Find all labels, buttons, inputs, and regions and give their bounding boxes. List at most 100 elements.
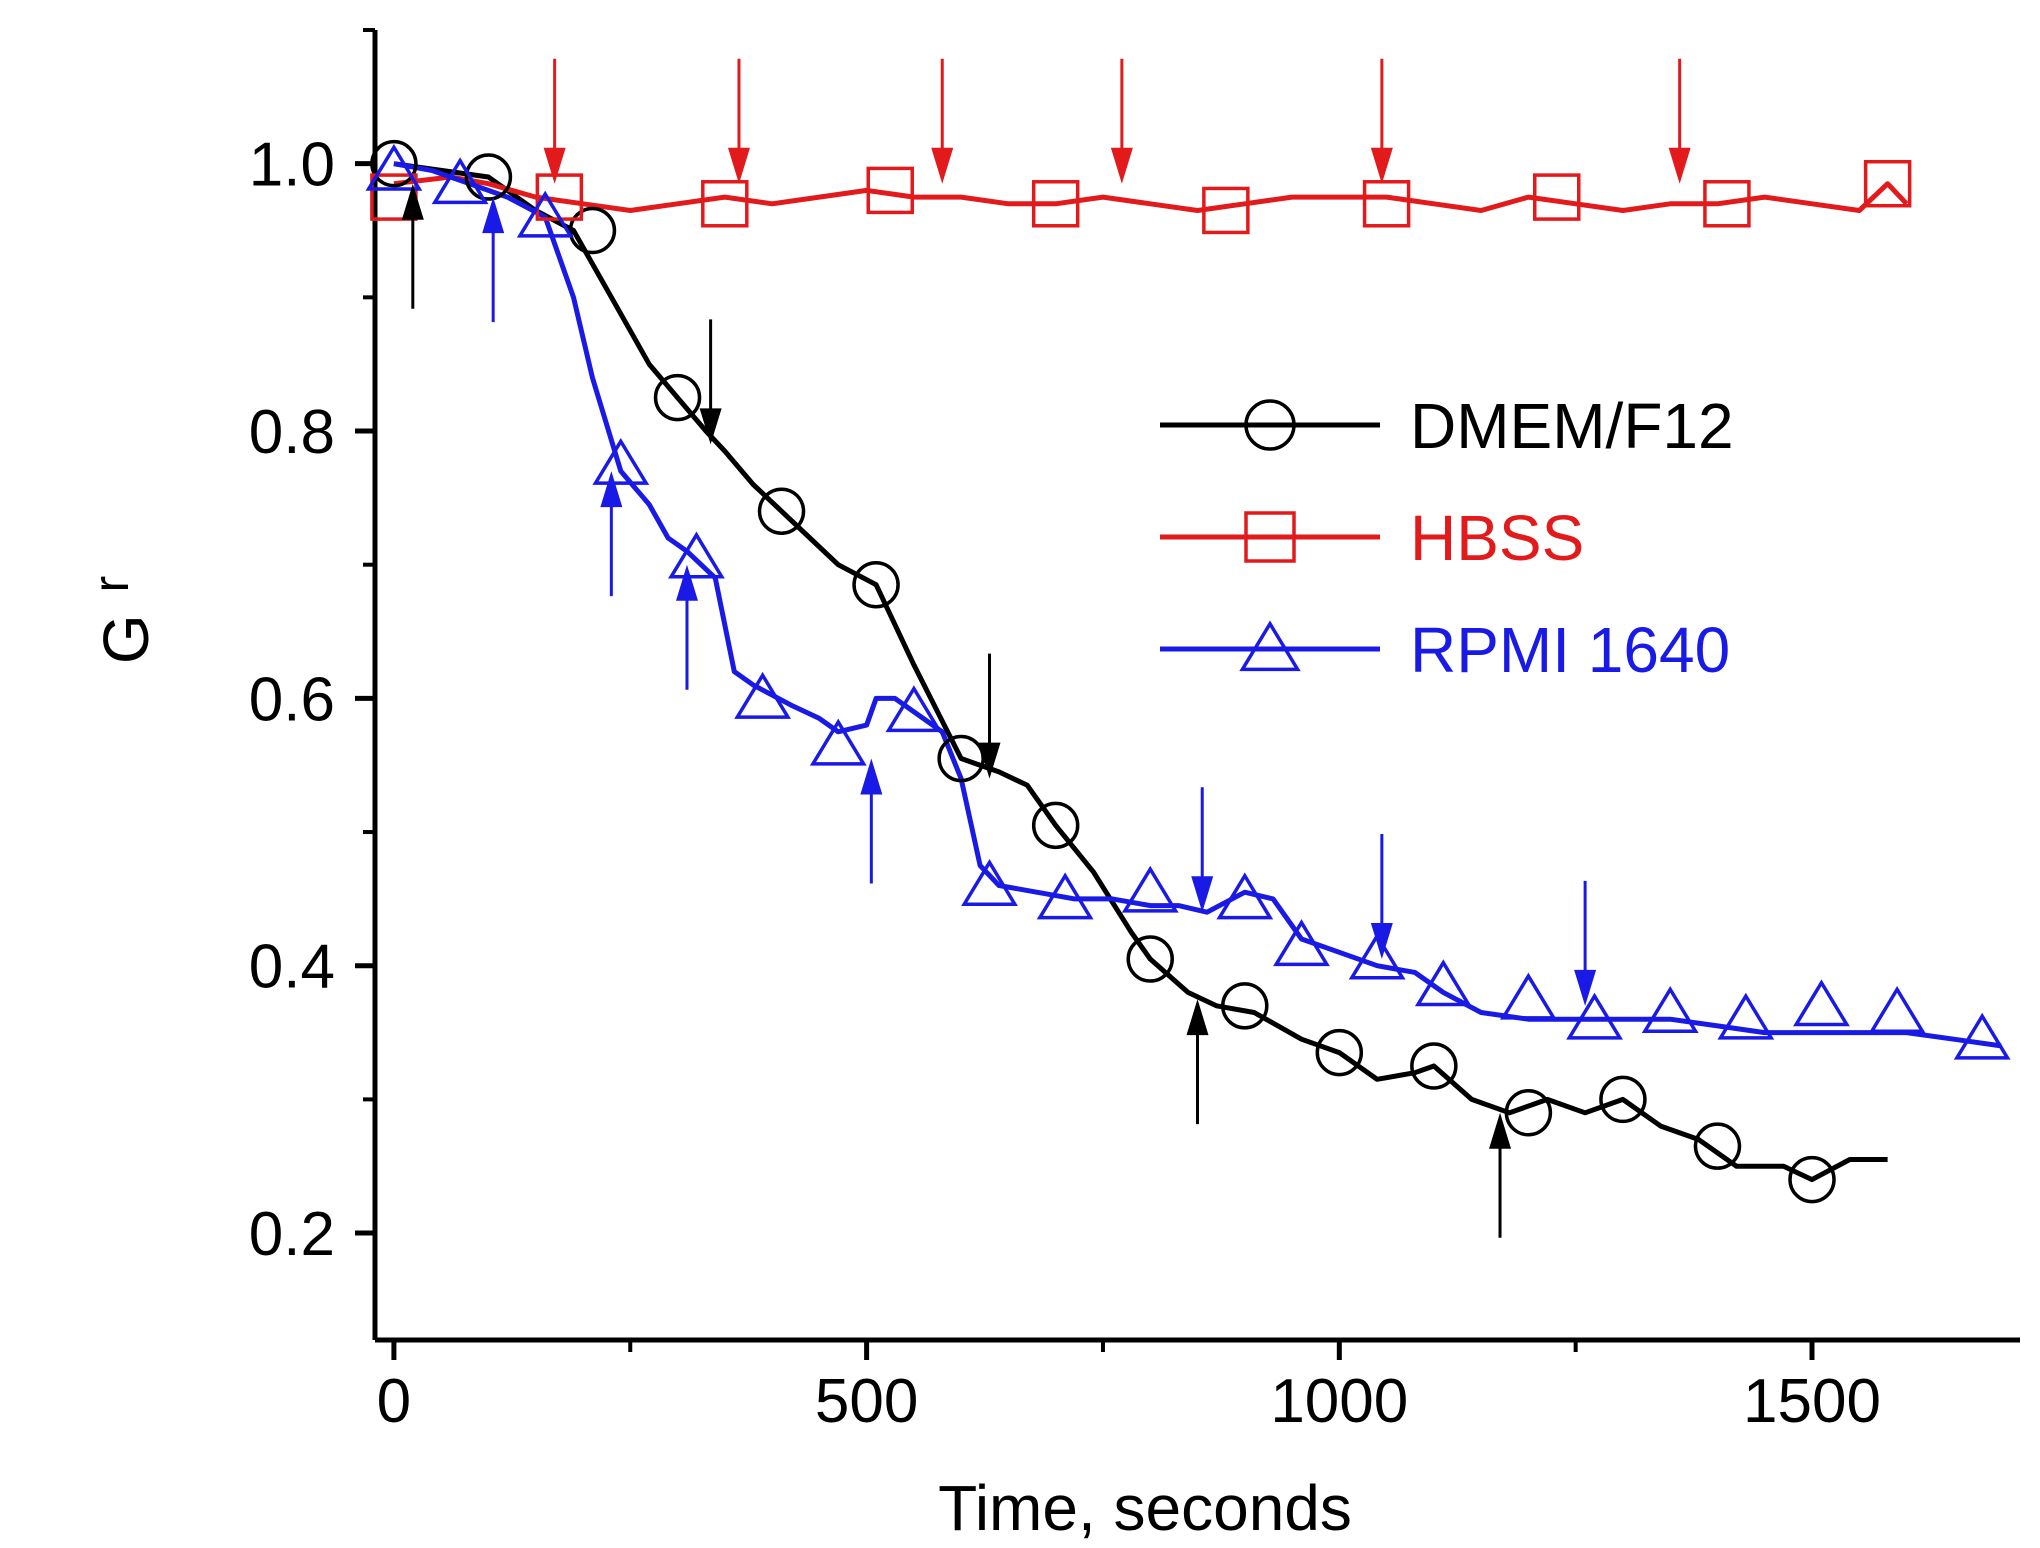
arrow-head — [931, 147, 954, 184]
arrow-annotation — [401, 183, 424, 309]
arrow-annotation — [1186, 999, 1209, 1125]
y-axis-title-subscript: r — [83, 576, 139, 593]
y-tick-label: 0.6 — [249, 665, 335, 734]
arrow-head — [1574, 969, 1597, 1006]
data-point-hbss — [1703, 180, 1751, 228]
series-markers — [365, 139, 2011, 1204]
y-axis-title-main: G — [90, 614, 162, 664]
arrow-head — [1489, 1112, 1512, 1149]
series-lines — [393, 161, 2002, 1183]
arrow-head — [600, 471, 623, 508]
data-point-dmem-f12 — [757, 487, 806, 535]
data-point-rpmi-1640 — [885, 685, 943, 733]
legend: DMEM/F12 HBSS RPMI 1640 — [1160, 390, 1734, 686]
arrow-head — [1370, 923, 1393, 960]
arrow-annotation — [1370, 834, 1393, 960]
arrow-head — [1370, 147, 1393, 184]
data-point-rpmi-1640 — [516, 190, 574, 238]
data-point-dmem-f12 — [568, 206, 617, 255]
data-point-rpmi-1640 — [1499, 972, 1557, 1020]
series-line-rpmi-1640 — [393, 161, 2002, 1049]
data-point-rpmi-1640 — [1641, 986, 1699, 1033]
data-point-rpmi-1640 — [734, 671, 792, 719]
data-point-dmem-f12 — [1410, 1042, 1458, 1090]
arrow-annotation — [727, 58, 750, 184]
data-point-rpmi-1640 — [1121, 865, 1179, 913]
arrow-head — [727, 147, 750, 184]
arrow-annotation — [543, 58, 566, 184]
arrow-head — [1110, 147, 1133, 184]
arrow-head — [1191, 876, 1214, 913]
arrow-head — [543, 147, 566, 184]
legend-label: HBSS — [1410, 502, 1584, 574]
x-tick-label: 1500 — [1743, 1367, 1881, 1436]
data-point-dmem-f12 — [653, 373, 702, 422]
arrow-annotation — [600, 471, 623, 597]
series-line-dmem-f12 — [393, 161, 1888, 1183]
data-point-rpmi-1640 — [431, 157, 489, 205]
x-tick-label: 0 — [377, 1367, 411, 1436]
annotation-arrows — [401, 58, 1691, 1238]
data-point-hbss — [701, 180, 749, 228]
arrow-annotation — [1574, 880, 1597, 1006]
legend-marker — [1244, 399, 1296, 451]
data-point-rpmi-1640 — [1717, 992, 1775, 1040]
data-point-dmem-f12 — [1315, 1028, 1364, 1077]
arrow-head — [699, 408, 722, 445]
legend-label: RPMI 1640 — [1410, 614, 1730, 686]
arrow-head — [1668, 147, 1691, 184]
y-tick-label: 0.8 — [249, 398, 335, 467]
arrow-head — [482, 197, 505, 234]
axes: 0 500 1000 1500 0.2 0.4 0.6 0.8 1.0 — [249, 28, 1881, 1436]
arrow-annotation — [675, 564, 698, 690]
arrow-head — [1186, 999, 1209, 1036]
data-point-rpmi-1640 — [1414, 959, 1472, 1007]
data-point-dmem-f12 — [1221, 982, 1269, 1030]
arrow-annotation — [1668, 58, 1691, 184]
data-point-rpmi-1640 — [809, 718, 867, 766]
plot-frame — [372, 30, 2020, 1343]
arrow-head — [401, 183, 424, 220]
legend-marker — [1239, 620, 1301, 672]
data-point-dmem-f12 — [1693, 1122, 1742, 1170]
data-point-rpmi-1640 — [1566, 992, 1623, 1040]
arrow-annotation — [978, 653, 1001, 779]
arrow-annotation — [1110, 58, 1133, 184]
data-point-hbss — [1202, 186, 1250, 235]
x-axis-title: Time, seconds — [938, 1472, 1352, 1544]
data-point-hbss — [1863, 159, 1912, 208]
data-point-rpmi-1640 — [1273, 919, 1330, 967]
arrow-annotation — [860, 758, 883, 884]
svg-text:G r: G r — [83, 576, 162, 664]
data-point-rpmi-1640 — [1036, 872, 1094, 920]
data-point-rpmi-1640 — [1216, 872, 1274, 920]
legend-marker — [1244, 511, 1296, 563]
x-tick-label: 500 — [815, 1367, 918, 1436]
arrow-annotation — [482, 197, 505, 323]
data-point-dmem-f12 — [1126, 935, 1174, 983]
data-point-dmem-f12 — [937, 734, 985, 783]
data-point-rpmi-1640 — [961, 859, 1018, 906]
y-tick-label: 0.4 — [249, 933, 335, 1002]
data-point-hbss — [1533, 173, 1581, 221]
x-tick-label: 1000 — [1270, 1367, 1408, 1436]
data-point-dmem-f12 — [464, 153, 513, 201]
arrow-head — [675, 564, 698, 601]
arrow-head — [860, 758, 883, 795]
legend-item-rpmi-1640: RPMI 1640 — [1160, 614, 1730, 686]
data-point-hbss — [1362, 180, 1411, 228]
series-line-hbss — [393, 174, 1909, 213]
data-point-dmem-f12 — [1788, 1155, 1836, 1204]
data-point-rpmi-1640 — [592, 437, 650, 485]
arrow-head — [978, 742, 1001, 779]
data-point-rpmi-1640 — [1348, 932, 1406, 980]
data-point-dmem-f12 — [1031, 801, 1080, 850]
data-point-rpmi-1640 — [1793, 979, 1850, 1027]
data-point-rpmi-1640 — [1868, 986, 1926, 1033]
data-point-dmem-f12 — [1599, 1075, 1647, 1124]
arrow-annotation — [1489, 1112, 1512, 1238]
data-point-dmem-f12 — [852, 560, 900, 609]
arrow-annotation — [1370, 58, 1393, 184]
data-point-hbss — [1031, 180, 1080, 228]
